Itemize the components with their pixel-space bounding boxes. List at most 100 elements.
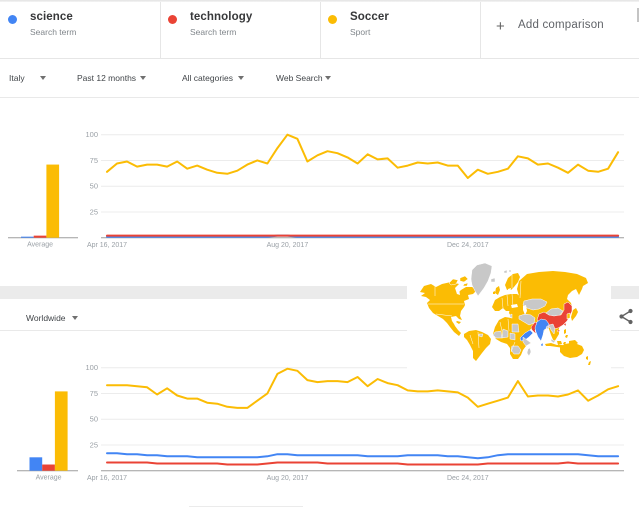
time-filter[interactable]: Past 12 months [77,73,137,83]
map-region-bangladesh[interactable] [545,325,550,330]
chevron-down-icon[interactable] [325,76,331,80]
search-type-filter[interactable]: Web Search [276,73,323,83]
map-border-sa-1 [469,334,474,345]
share-icon[interactable] [617,307,637,327]
trend-line-Soccer[interactable] [106,133,620,179]
map-region-uk[interactable] [493,286,500,295]
map-region-korea[interactable] [566,312,571,320]
y-axis-tick-label: 25 [90,207,98,216]
map-border-africa-2 [507,318,510,332]
map-border-africa-1 [499,321,503,332]
comparison-card-technology[interactable]: technology Search term [160,2,320,58]
map-region-iceland[interactable] [490,277,496,283]
map-region-svalbard[interactable] [503,269,512,274]
card-divider [320,2,321,58]
comparison-card-soccer[interactable]: Soccer Sport [320,2,480,58]
comparison-term-type: Search term [30,27,77,37]
interest-over-time-chart-worldwide: 25 50 75 100 Average Apr 16, 2017 Aug 20, 2017… [17,363,624,482]
chevron-down-icon[interactable] [40,76,46,80]
average-bar-science[interactable] [21,236,34,238]
average-label: Average [27,242,53,249]
world-map[interactable] [407,258,611,373]
map-border-eu-1 [501,297,504,309]
map-sea-hudson-bay [456,289,460,295]
map-region-somalia[interactable] [522,336,532,347]
map-region-congo[interactable] [510,345,522,355]
y-axis-tick-label: 75 [90,156,98,165]
average-bar-science[interactable] [29,457,43,471]
map-region-mongolia[interactable] [545,307,564,317]
chevron-down-icon[interactable] [140,76,146,80]
comparison-term-type: Search term [190,27,237,37]
trend-line-science[interactable] [106,234,620,238]
x-axis-tick-label: Aug 20, 2017 [267,242,309,249]
map-border-eu-2 [506,294,509,307]
trend-line-technology[interactable] [106,461,620,466]
map-region-cuba[interactable] [456,321,461,324]
y-axis-tick-label: 25 [90,440,98,449]
map-region-jordan[interactable] [509,313,513,319]
average-bar-Soccer[interactable] [46,164,60,238]
map-region-sahel[interactable] [492,328,509,339]
average-bar-technology[interactable] [33,235,47,238]
card-divider [480,2,481,58]
x-axis-tick-label: Dec 24, 2017 [447,475,489,482]
map-region-india[interactable] [534,318,550,342]
x-axis-tick-label: Apr 16, 2017 [87,242,127,249]
geo-filter-worldwide[interactable]: Worldwide [26,313,66,323]
average-bar-Soccer[interactable] [54,391,68,471]
filter-bar: Italy Past 12 months All categories Web … [0,60,639,98]
map-border-russia-europe [519,280,522,299]
map-region-chad[interactable] [509,332,516,341]
category-filter[interactable]: All categories [182,73,234,83]
card-divider [160,2,161,58]
map-region-new-zealand[interactable] [586,356,591,365]
interest-over-time-chart-italy: 25 50 75 100 Average Apr 16, 2017 Aug 20, 2017… [8,130,624,249]
trend-line-Soccer[interactable] [106,367,620,409]
map-region-myanmar[interactable] [548,323,556,335]
x-axis-tick-label: Dec 24, 2017 [447,242,489,249]
map-region-taiwan[interactable] [563,322,567,327]
map-region-malaysia[interactable] [550,338,556,344]
map-region-arctic-islands[interactable] [448,275,469,287]
y-axis-tick-label: 50 [90,415,98,424]
map-region-guyana[interactable] [478,333,484,338]
chevron-down-icon[interactable] [72,316,78,320]
x-axis-tick-label: Aug 20, 2017 [267,475,309,482]
comparison-term-label: science [30,11,73,23]
scrollbar[interactable] [637,8,639,22]
plus-icon: + [496,18,505,35]
next-section-edge [189,506,303,507]
map-region-north-america[interactable] [420,282,477,336]
geo-filter[interactable]: Italy [9,73,25,83]
map-region-europe[interactable] [492,294,521,311]
average-bar-technology[interactable] [42,464,55,471]
series-dot-yellow-icon [328,15,337,24]
map-sea-caspian [523,305,527,315]
y-axis-tick-label: 75 [90,389,98,398]
map-border-eu-3 [511,293,514,307]
map-border-africa-3 [510,341,516,353]
map-region-hainan[interactable] [556,329,561,333]
map-region-madagascar[interactable] [526,347,532,357]
world-map-svg [420,262,591,365]
y-axis-tick-label: 100 [85,363,98,372]
map-region-philippines[interactable] [564,329,568,338]
chevron-down-icon[interactable] [238,76,244,80]
comparison-card-science[interactable]: science Search term [0,2,160,58]
map-region-scandinavia[interactable] [505,273,520,290]
y-axis-tick-label: 100 [85,130,98,139]
y-axis-tick-label: 50 [90,182,98,191]
map-region-greenland[interactable] [470,262,493,297]
x-axis-tick-label: Apr 16, 2017 [87,475,127,482]
comparison-term-type: Sport [350,27,371,37]
comparison-row: science Search term technology Search te… [0,2,639,59]
trend-line-science[interactable] [106,452,620,460]
map-region-sri-lanka[interactable] [540,342,544,347]
map-region-japan[interactable] [571,308,578,321]
map-region-australia[interactable] [560,343,584,358]
add-comparison-button[interactable]: + Add comparison [480,2,639,58]
map-region-south-america[interactable] [464,330,491,361]
map-sea-baltic [507,288,511,294]
map-region-libya[interactable] [511,323,520,333]
